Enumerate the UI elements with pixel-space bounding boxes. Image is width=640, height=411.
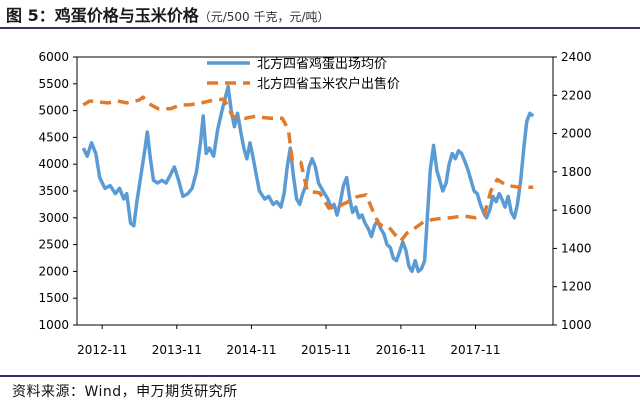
y-left-tick-label: 1500 xyxy=(38,291,69,305)
bottom-divider xyxy=(0,375,640,377)
series-lines xyxy=(81,84,535,274)
y-left-tick-label: 3000 xyxy=(38,211,69,225)
y-right-tick-label: 2000 xyxy=(561,127,592,141)
chart-title: 图 5：鸡蛋价格与玉米价格（元/500 千克，元/吨） xyxy=(6,2,330,26)
series-line-corn-price xyxy=(82,95,534,243)
y-left-tick-label: 4000 xyxy=(38,157,69,171)
x-tick-label: 2017-11 xyxy=(450,343,500,357)
y-right-tick-label: 1800 xyxy=(561,165,592,179)
series-line-egg-price xyxy=(81,84,535,274)
y-axis-left: 1000 1500 2000 2500 3000 3500 4000 4500 5000 5500… xyxy=(38,50,77,332)
x-axis: 2012-11 2013-11 2014-11 2015-11 2016-11 2017-… xyxy=(77,325,501,357)
legend-label-egg: 北方四省鸡蛋出场均价 xyxy=(257,56,387,72)
y-left-tick-label: 5500 xyxy=(38,77,69,91)
source-note: 资料来源：Wind，申万期货研究所 xyxy=(12,384,238,400)
y-right-tick-label: 2400 xyxy=(561,50,592,64)
top-divider xyxy=(0,27,640,29)
y-right-tick-label: 1600 xyxy=(561,203,592,217)
y-left-tick-label: 5000 xyxy=(38,104,69,118)
y-left-tick-label: 4500 xyxy=(38,130,69,144)
y-right-tick-label: 2200 xyxy=(561,88,592,102)
x-tick-label: 2012-11 xyxy=(77,343,127,357)
y-left-tick-label: 3500 xyxy=(38,184,69,198)
x-tick-label: 2013-11 xyxy=(152,343,202,357)
y-left-tick-label: 1000 xyxy=(38,318,69,332)
chart-title-unit: （元/500 千克，元/吨） xyxy=(198,10,330,24)
y-right-tick-label: 1200 xyxy=(561,280,592,294)
x-tick-label: 2016-11 xyxy=(376,343,426,357)
y-left-tick-label: 6000 xyxy=(38,50,69,64)
y-axis-right: 1000 1200 1400 1600 1800 2000 2200 2400 xyxy=(553,50,592,332)
legend-label-corn: 北方四省玉米农户出售价 xyxy=(257,76,400,92)
chart: 1000 1500 2000 2500 3000 3500 4000 4500 5000 5500… xyxy=(38,50,592,357)
y-left-tick-label: 2500 xyxy=(38,238,69,252)
x-tick-label: 2014-11 xyxy=(226,343,276,357)
y-right-tick-label: 1000 xyxy=(561,318,592,332)
x-tick-label: 2015-11 xyxy=(301,343,351,357)
chart-title-main: 图 5：鸡蛋价格与玉米价格 xyxy=(6,6,199,25)
y-right-tick-label: 1400 xyxy=(561,241,592,255)
y-left-tick-label: 2000 xyxy=(38,264,69,278)
